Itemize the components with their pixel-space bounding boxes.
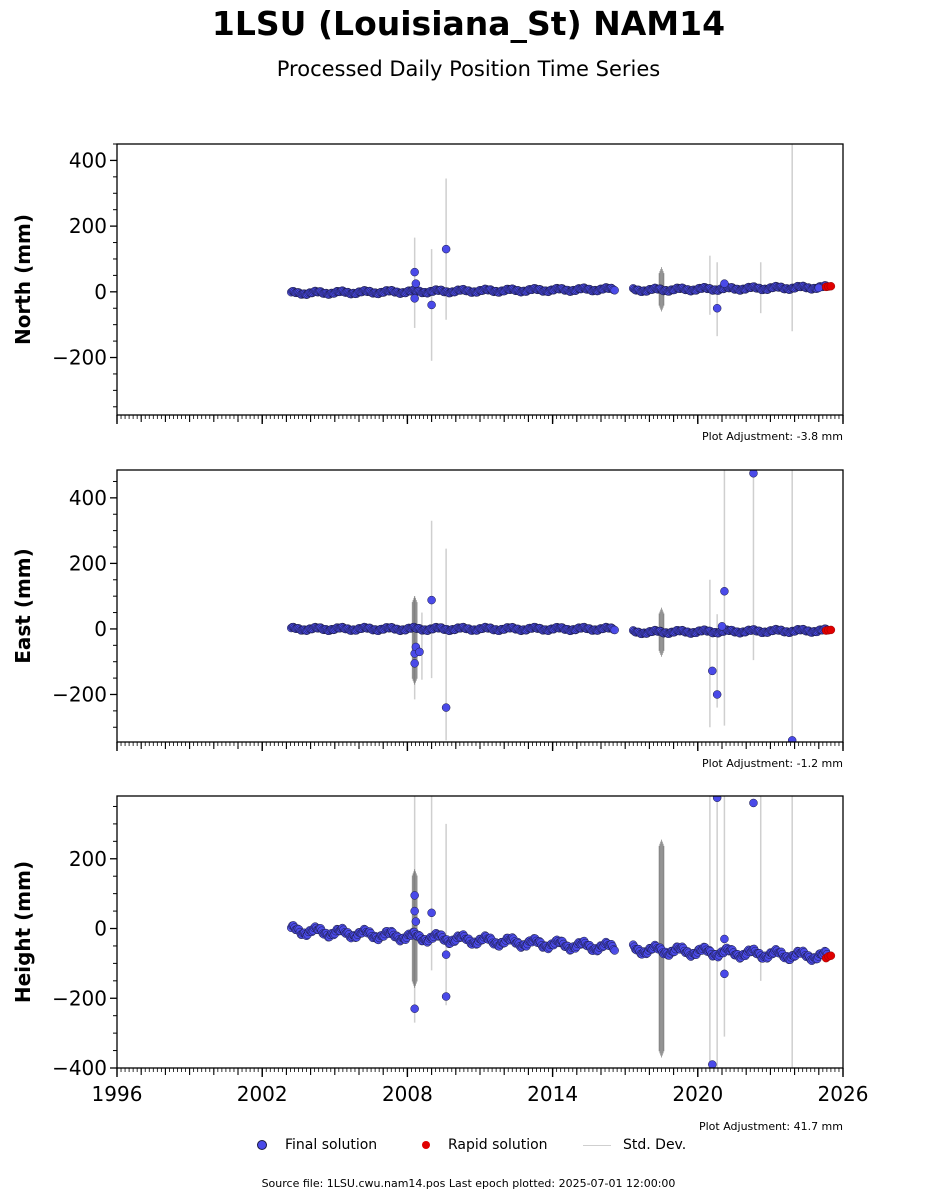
final-solution-point bbox=[720, 587, 729, 596]
final-solution-point bbox=[749, 798, 758, 808]
y-axis-label: North (mm) bbox=[11, 214, 35, 345]
final-solution-point bbox=[441, 992, 451, 1001]
legend-std-label: Std. Dev. bbox=[623, 1137, 687, 1153]
y-tick-label: 0 bbox=[94, 917, 107, 941]
plot-adjustment-label: Plot Adjustment: 41.7 mm bbox=[699, 1120, 843, 1133]
final-solution-point bbox=[441, 950, 451, 959]
final-solution-point bbox=[427, 300, 436, 310]
panel-2: −200 0 200 400 East (mm) Plot Adjustment: -1.… bbox=[11, 469, 844, 770]
final-solution-point bbox=[411, 917, 421, 926]
figure-subtitle: Processed Daily Position Time Series bbox=[276, 57, 661, 81]
final-solution-point bbox=[712, 303, 722, 313]
final-solution-point bbox=[708, 666, 717, 676]
panel-content bbox=[286, 144, 836, 361]
y-tick-label: 400 bbox=[69, 486, 107, 510]
axes-frame bbox=[116, 469, 844, 743]
final-solution-point bbox=[441, 703, 451, 712]
axes-frame bbox=[116, 143, 844, 416]
y-tick-label: 0 bbox=[94, 617, 107, 641]
x-tick-label: 2008 bbox=[382, 1082, 433, 1106]
panel-content bbox=[286, 796, 836, 1068]
final-solution-point bbox=[787, 736, 797, 742]
final-solution-point bbox=[814, 283, 824, 293]
x-tick-label: 2002 bbox=[237, 1082, 288, 1106]
legend: Final solution Rapid solution Std. Dev. bbox=[0, 1137, 937, 1159]
y-tick-label: 200 bbox=[69, 214, 107, 238]
rapid-solution-point bbox=[826, 625, 836, 635]
final-solution-point bbox=[720, 279, 729, 288]
rapid-solution-point bbox=[826, 282, 836, 291]
plot-adjustment-label: Plot Adjustment: -3.8 mm bbox=[702, 430, 843, 443]
rapid-marker-icon bbox=[422, 1141, 430, 1149]
legend-item-std: Std. Dev. bbox=[583, 1137, 686, 1153]
panel-1: −200 0 200 400 North (mm) Plot Adjustment: -3… bbox=[11, 143, 844, 443]
final-solution-point bbox=[708, 1060, 717, 1068]
x-tick-label: 2014 bbox=[527, 1082, 578, 1106]
final-solution-point bbox=[749, 470, 758, 478]
y-tick-label: 0 bbox=[94, 280, 107, 304]
final-solution-point bbox=[410, 294, 419, 303]
axes-frame bbox=[116, 795, 844, 1069]
panel-3: −400 −200 0 200 1996 2002 2008 2014 2020 2026 Heig… bbox=[11, 795, 869, 1133]
y-tick-label: −400 bbox=[52, 1056, 107, 1080]
x-tick-label: 1996 bbox=[92, 1082, 143, 1106]
plot-adjustment-label: Plot Adjustment: -1.2 mm bbox=[702, 757, 843, 770]
final-solution-point bbox=[415, 647, 424, 657]
y-tick-label: −200 bbox=[52, 986, 107, 1010]
final-solution-point bbox=[441, 244, 451, 254]
final-marker-icon bbox=[257, 1140, 267, 1150]
final-solution-point bbox=[610, 946, 619, 955]
final-solution-point bbox=[610, 286, 619, 295]
y-tick-label: 200 bbox=[69, 847, 107, 871]
final-solution-point bbox=[427, 908, 436, 918]
legend-rapid-label: Rapid solution bbox=[448, 1137, 548, 1153]
final-solution-point bbox=[410, 267, 419, 277]
y-tick-label: −200 bbox=[52, 682, 107, 706]
final-solution-point bbox=[410, 906, 419, 916]
final-solution-point bbox=[610, 625, 619, 635]
std-line-icon bbox=[583, 1144, 611, 1146]
y-axis-label: Height (mm) bbox=[11, 861, 35, 1003]
final-solution-point bbox=[427, 595, 436, 605]
x-tick-label: 2026 bbox=[818, 1082, 869, 1106]
y-tick-label: −200 bbox=[52, 346, 107, 370]
final-solution-point bbox=[720, 934, 729, 944]
final-solution-point bbox=[411, 279, 421, 288]
final-solution-point bbox=[712, 796, 722, 802]
panel-content bbox=[286, 470, 836, 742]
y-axis-label: East (mm) bbox=[11, 548, 35, 664]
rapid-solution-point bbox=[826, 951, 836, 960]
legend-item-final: Final solution bbox=[257, 1137, 377, 1153]
final-solution-point bbox=[712, 690, 722, 699]
final-solution-point bbox=[410, 659, 419, 668]
final-solution-point bbox=[720, 969, 729, 979]
x-tick-label: 2020 bbox=[672, 1082, 723, 1106]
final-solution-point bbox=[410, 1004, 419, 1013]
figure-title: 1LSU (Louisiana_St) NAM14 bbox=[211, 4, 726, 43]
source-footer: Source file: 1LSU.cwu.nam14.pos Last epo… bbox=[261, 1177, 676, 1190]
y-tick-label: 200 bbox=[69, 551, 107, 575]
final-solution-point bbox=[717, 622, 727, 631]
y-tick-label: 400 bbox=[69, 148, 107, 172]
legend-final-label: Final solution bbox=[285, 1137, 378, 1153]
legend-item-rapid: Rapid solution bbox=[422, 1137, 548, 1153]
final-solution-point bbox=[410, 891, 419, 900]
